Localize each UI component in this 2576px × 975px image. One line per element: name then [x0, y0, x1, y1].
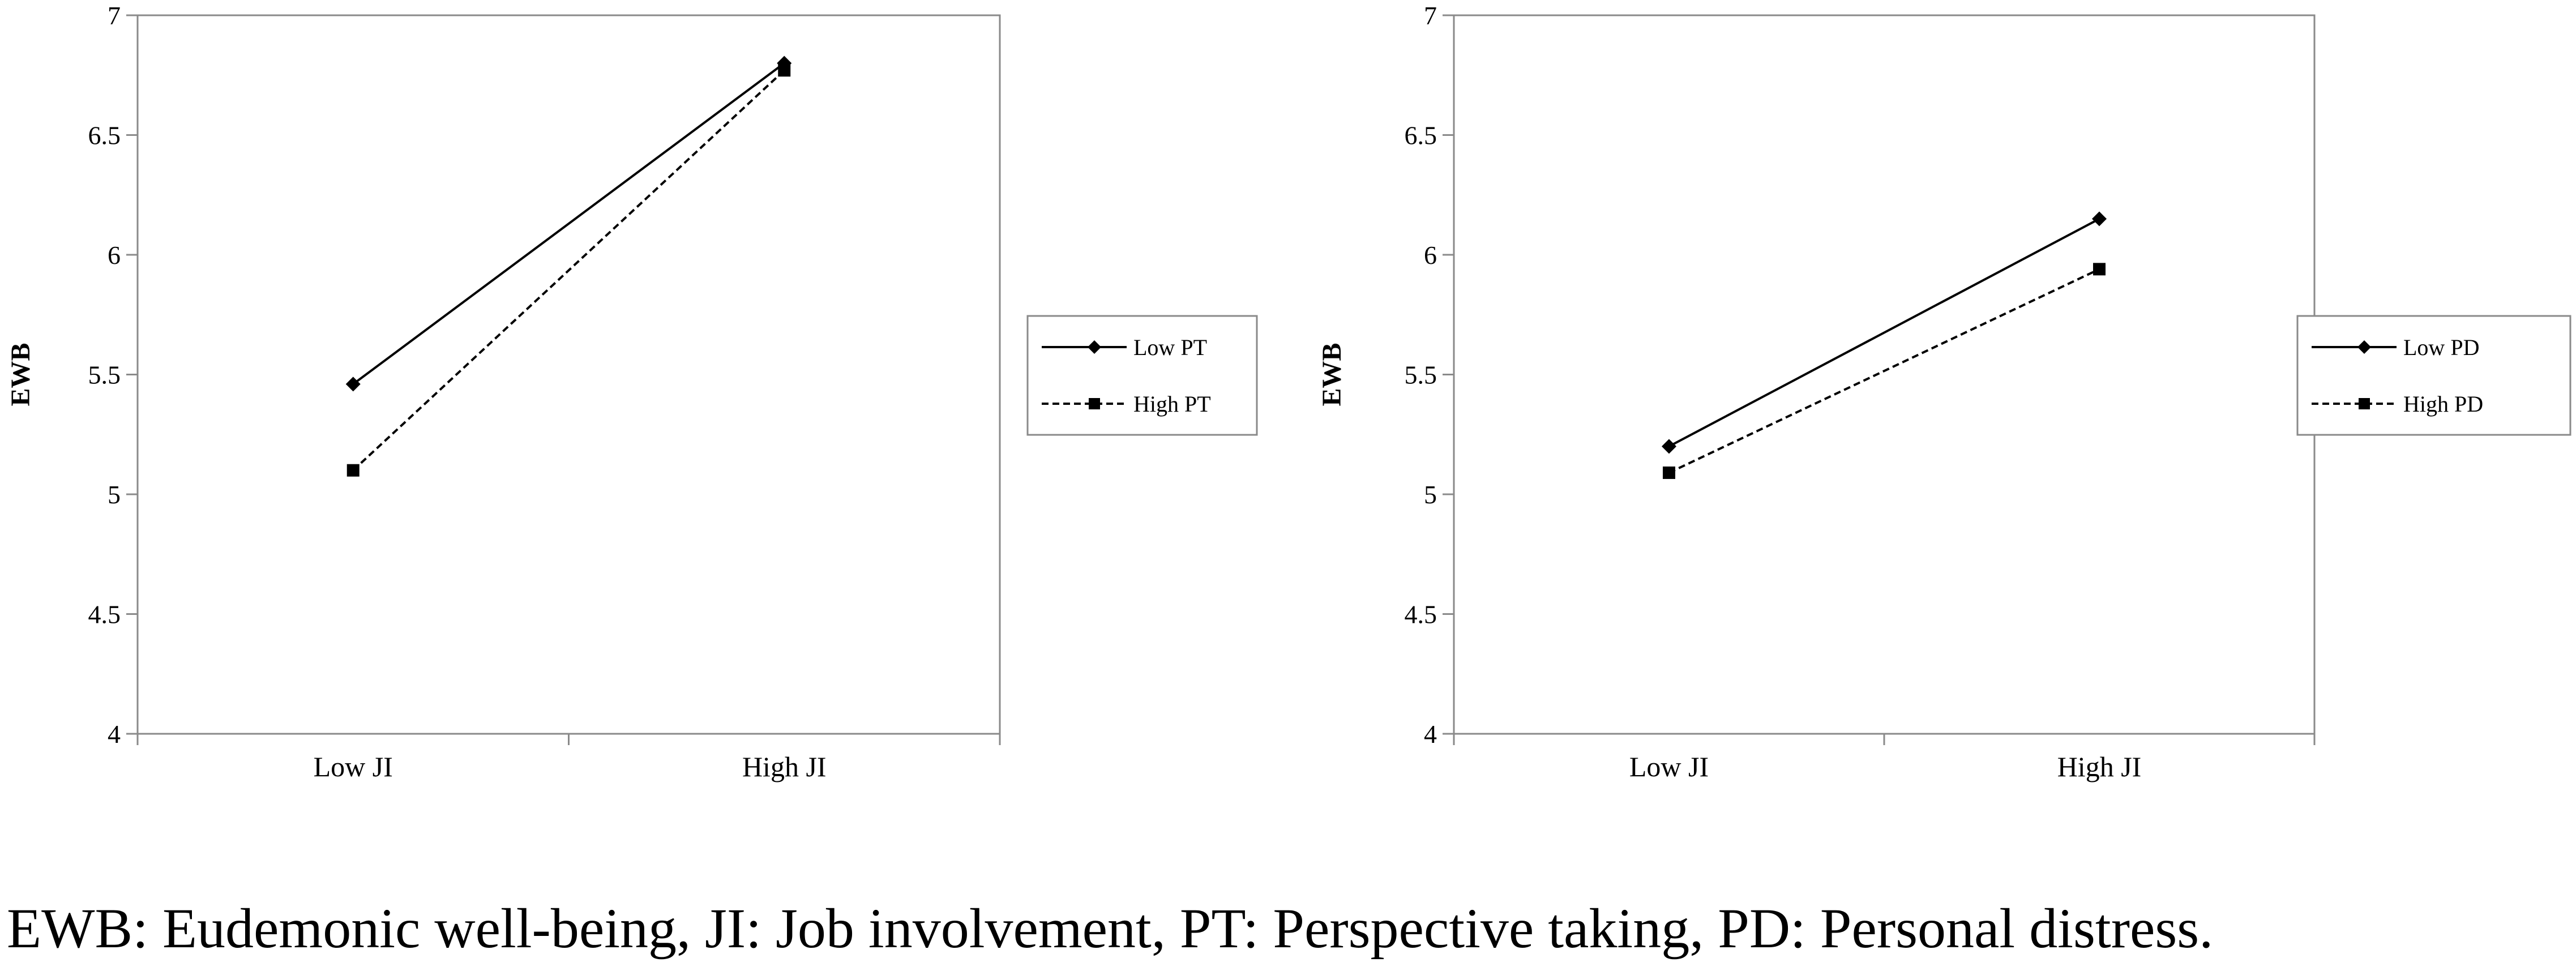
series-line-high	[1668, 268, 2100, 474]
y-axis-label: EWB	[6, 343, 36, 406]
y-tick-label: 4	[108, 720, 121, 749]
legend-marker-diamond	[2357, 340, 2371, 354]
x-tick-label: Low JI	[1629, 751, 1709, 782]
y-tick-label: 4.5	[88, 600, 121, 629]
data-point-square	[1663, 466, 1675, 479]
legend-marker-diamond	[1088, 340, 1101, 354]
series-line-low	[352, 62, 785, 386]
y-tick-label: 4	[1424, 720, 1437, 749]
legend: Low PD High PD	[2296, 315, 2571, 436]
legend-label: Low PT	[1133, 335, 1207, 360]
y-tick-label: 6	[108, 241, 121, 270]
series-line-low	[1668, 217, 2100, 448]
legend: Low PT High PT	[1026, 315, 1258, 436]
y-tick-label: 6.5	[88, 121, 121, 150]
x-tick-label: High JI	[2057, 751, 2142, 782]
legend-box	[2296, 315, 2571, 436]
legend-marker-square	[2359, 398, 2370, 409]
y-tick-label: 5.5	[1405, 361, 1437, 390]
data-point-diamond	[2092, 211, 2107, 226]
x-tick-label: Low JI	[314, 751, 393, 782]
legend-label: Low PD	[2403, 335, 2479, 360]
data-point-square	[778, 64, 791, 77]
chart-left: 4 4.5 5 5.5 6 6.5 7 Low JI High JI EWB Low PT High …	[6, 1, 1258, 782]
y-tick-label: 5.5	[88, 361, 121, 390]
y-tick-label: 6.5	[1405, 121, 1437, 150]
series-line-high	[352, 69, 785, 472]
y-tick-label: 4.5	[1405, 600, 1437, 629]
plot-area	[1453, 14, 2316, 735]
y-tick-label: 7	[1424, 1, 1437, 30]
plot-area	[136, 14, 1001, 735]
y-tick-label: 6	[1424, 241, 1437, 270]
legend-box	[1026, 315, 1258, 436]
data-point-diamond	[1662, 439, 1676, 454]
figure-caption: EWB: Eudemonic well-being, JI: Job invol…	[7, 897, 2214, 960]
chart-right: 4 4.5 5 5.5 6 6.5 7 Low JI High JI EWB Low PD High …	[1317, 1, 2571, 782]
y-tick-label: 5	[1424, 480, 1437, 509]
legend-marker-square	[1089, 398, 1100, 409]
x-tick-label: High JI	[742, 751, 827, 782]
y-tick-label: 7	[108, 1, 121, 30]
legend-label: High PT	[1133, 391, 1211, 417]
y-axis-label: EWB	[1317, 343, 1347, 406]
data-point-diamond	[345, 377, 361, 392]
legend-label: High PD	[2403, 391, 2483, 417]
data-point-square	[346, 464, 360, 477]
data-point-square	[2093, 263, 2106, 276]
y-tick-label: 5	[108, 480, 121, 509]
